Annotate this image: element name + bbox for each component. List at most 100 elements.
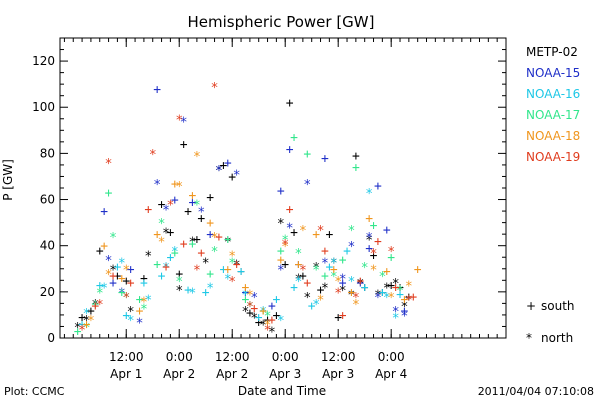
data-point-south: +	[109, 276, 117, 291]
data-point-south: +	[96, 278, 104, 293]
data-point-south: +	[184, 283, 192, 298]
x-axis: 12:00 Apr 1 0:00 Apr 2 12:00 Apr 2 0:00 Apr 3 12…	[63, 38, 498, 381]
data-point-south: +	[219, 158, 227, 173]
marker-legend-symbol: +	[526, 299, 536, 313]
x-tick-time-label: 0:00	[272, 350, 299, 364]
data-point-north: *	[233, 259, 241, 274]
data-point-south: +	[105, 186, 113, 201]
data-point-north: *	[339, 284, 347, 299]
data-point-south: +	[343, 244, 351, 259]
data-point-south: +	[264, 313, 272, 328]
data-point-south: +	[290, 281, 298, 296]
data-point-south: +	[321, 269, 329, 284]
data-point-south: +	[339, 253, 347, 268]
data-point-north: *	[250, 312, 258, 327]
data-point-south: +	[321, 244, 329, 259]
data-point-south: +	[189, 188, 197, 203]
data-point-north: *	[299, 263, 307, 278]
data-point-south: +	[378, 285, 386, 300]
data-point-north: *	[96, 286, 104, 301]
y-tick-label: 100	[32, 100, 55, 114]
data-point-north: *	[197, 206, 205, 221]
data-point-south: +	[158, 198, 166, 213]
series-noaa-15: +++++ ++++++++++ +++++******** *********** *	[100, 82, 408, 331]
data-point-north: *	[171, 245, 179, 260]
data-point-north: *	[78, 323, 86, 338]
data-point-south: +	[370, 218, 378, 233]
y-tick-label: 120	[32, 54, 55, 68]
data-point-south: +	[295, 258, 303, 273]
data-point-south: +	[113, 269, 121, 284]
data-point-south: +	[189, 195, 197, 210]
data-point-north: *	[144, 249, 152, 264]
data-point-south: +	[78, 318, 86, 333]
data-point-south: +	[153, 82, 161, 97]
data-point-north: *	[193, 150, 201, 165]
data-point-north: *	[246, 300, 254, 315]
data-point-south: +	[290, 131, 298, 146]
marker-legend-label: south	[541, 299, 575, 313]
data-point-south: +	[100, 239, 108, 254]
data-point-north: *	[405, 279, 413, 294]
data-point-south: +	[193, 232, 201, 247]
data-point-south: +	[277, 184, 285, 199]
data-point-north: *	[321, 282, 329, 297]
data-point-south: +	[206, 191, 214, 206]
data-point-south: +	[356, 276, 364, 291]
data-point-north: *	[330, 256, 338, 271]
data-point-north: *	[348, 240, 356, 255]
data-point-north: *	[303, 291, 311, 306]
data-point-north: *	[105, 268, 113, 283]
data-point-north: *	[211, 81, 219, 96]
data-point-north: *	[140, 296, 148, 311]
data-point-north: *	[158, 217, 166, 232]
data-point-north: *	[109, 263, 117, 278]
data-point-north: *	[334, 275, 342, 290]
data-point-south: +	[184, 205, 192, 220]
data-point-south: +	[299, 269, 307, 284]
x-tick-date-label: Apr 2	[216, 367, 248, 381]
x-tick-time-label: 0:00	[378, 350, 405, 364]
data-point-north: *	[127, 305, 135, 320]
data-point-north: *	[392, 305, 400, 320]
y-tick-label: 80	[40, 146, 55, 160]
series-noaa-18: ++++++++++++ ++++++++** *****************	[83, 150, 422, 333]
data-point-south: +	[215, 230, 223, 245]
data-point-north: *	[277, 263, 285, 278]
data-point-north: *	[286, 222, 294, 237]
data-point-north: *	[118, 256, 126, 271]
data-point-south: +	[325, 260, 333, 275]
data-point-south: +	[374, 235, 382, 250]
data-point-south: +	[78, 311, 86, 326]
plot-area: + +++ + ++++++++++++++ + ++++++++++++ + ++* ****…	[59, 37, 507, 341]
footer-timestamp: 2011/04/04 07:10:08	[478, 385, 594, 398]
data-point-south: +	[308, 299, 316, 314]
y-tick-label: 40	[40, 239, 55, 253]
data-point-south: +	[387, 251, 395, 266]
data-point-north: *	[74, 321, 82, 336]
data-point-south: +	[268, 299, 276, 314]
data-point-north: *	[361, 261, 369, 276]
data-point-south: +	[339, 308, 347, 323]
data-point-south: +	[383, 223, 391, 238]
data-point-south: +	[378, 285, 386, 300]
legend-entry: NOAA-19	[526, 150, 580, 164]
data-point-north: *	[149, 148, 157, 163]
data-point-north: *	[317, 293, 325, 308]
data-point-north: *	[299, 224, 307, 239]
data-point-south: +	[153, 258, 161, 273]
data-point-south: +	[242, 281, 250, 296]
data-point-south: +	[409, 290, 417, 305]
legend: METP-02 NOAA-15 NOAA-16 NOAA-17 NOAA-18 NOAA-…	[526, 45, 580, 164]
data-point-south: +	[219, 262, 227, 277]
data-point-south: +	[166, 225, 174, 240]
data-point-south: +	[414, 262, 422, 277]
series-metp-02: + +++ + ++++++++++++++ + ++++++++++++ + ++* ****…	[74, 96, 413, 340]
data-point-south: +	[74, 325, 82, 340]
data-point-north: *	[281, 238, 289, 253]
data-point-north: *	[312, 298, 320, 313]
data-point-north: *	[264, 309, 272, 324]
data-point-north: *	[383, 282, 391, 297]
data-point-south: +	[374, 179, 382, 194]
data-point-north: *	[321, 256, 329, 271]
